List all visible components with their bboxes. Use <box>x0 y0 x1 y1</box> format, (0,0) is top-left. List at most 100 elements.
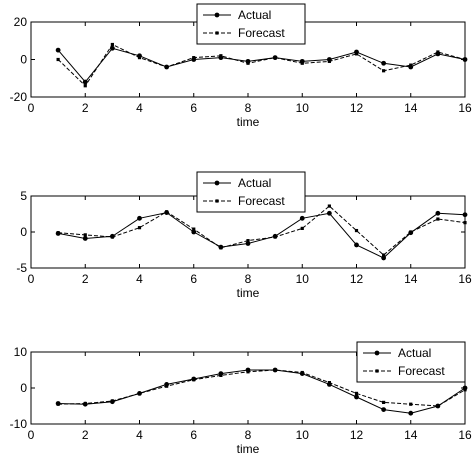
x-tick-label: 10 <box>296 101 310 115</box>
x-tick-label: 10 <box>296 272 310 286</box>
y-tick-label: 0 <box>20 53 27 67</box>
data-point-forecast <box>165 65 169 69</box>
data-point-forecast <box>56 231 60 235</box>
data-point-actual <box>435 210 441 216</box>
data-point-actual <box>299 215 305 221</box>
legend-marker-forecast <box>215 199 219 203</box>
data-point-forecast <box>110 235 114 239</box>
data-point-forecast <box>463 221 467 225</box>
x-tick-label: 10 <box>296 428 310 442</box>
data-point-forecast <box>165 210 169 214</box>
series-line-actual <box>57 47 466 83</box>
x-tick-label: 12 <box>350 272 364 286</box>
x-tick-label: 6 <box>190 101 197 115</box>
x-tick-label: 2 <box>82 272 89 286</box>
data-point-actual <box>381 407 387 412</box>
legend: Actual Forecast <box>196 171 306 213</box>
y-tick-label: -5 <box>16 261 27 275</box>
data-point-actual <box>381 255 387 261</box>
legend-label-forecast: Forecast <box>398 364 445 378</box>
data-point-forecast <box>83 233 87 237</box>
data-point-forecast <box>246 61 250 65</box>
y-tick-label: 5 <box>20 189 27 203</box>
x-tick-label: 8 <box>245 101 252 115</box>
x-tick-label: 16 <box>458 272 472 286</box>
data-point-forecast <box>165 384 169 388</box>
data-point-forecast <box>192 378 196 382</box>
y-tick-label: 10 <box>14 345 28 359</box>
series-line-actual <box>58 212 466 259</box>
data-point-forecast <box>219 246 223 250</box>
x-tick-label: 12 <box>350 428 364 442</box>
data-point-forecast <box>382 69 386 73</box>
x-tick-label: 14 <box>404 101 418 115</box>
legend-label-actual: Actual <box>238 176 271 190</box>
x-axis-label: time <box>237 442 260 456</box>
data-point-forecast <box>110 42 114 47</box>
x-tick-label: 16 <box>458 101 472 115</box>
data-point-forecast <box>219 373 223 377</box>
x-tick-label: 8 <box>245 428 252 442</box>
data-point-forecast <box>436 404 440 408</box>
data-point-forecast <box>273 235 277 239</box>
data-point-actual <box>82 79 88 85</box>
legend: Actual Forecast <box>196 3 306 45</box>
x-tick-label: 8 <box>245 272 252 286</box>
legend-marker-forecast <box>375 369 379 373</box>
data-point-actual <box>381 60 387 66</box>
data-point-forecast <box>354 391 359 395</box>
data-point-forecast <box>246 370 250 374</box>
legend-label-forecast: Forecast <box>238 194 285 208</box>
x-tick-label: 16 <box>458 428 472 442</box>
data-point-forecast <box>463 388 467 392</box>
data-point-forecast <box>300 370 304 375</box>
data-point-actual <box>137 215 142 221</box>
data-point-forecast <box>409 402 413 406</box>
legend-box <box>196 3 306 45</box>
data-point-forecast <box>300 226 304 230</box>
data-point-forecast <box>382 253 386 257</box>
data-point-forecast <box>354 228 359 233</box>
data-point-forecast <box>327 381 331 385</box>
data-point-actual <box>462 212 468 218</box>
data-point-forecast <box>246 239 250 243</box>
data-point-forecast <box>300 61 304 65</box>
legend-label-actual: Actual <box>398 346 431 360</box>
legend-marker-actual <box>214 180 220 186</box>
data-point-actual <box>354 242 359 248</box>
x-tick-label: 12 <box>350 101 364 115</box>
data-point-actual <box>326 210 332 216</box>
x-tick-label: 0 <box>28 101 35 115</box>
x-tick-label: 0 <box>28 272 35 286</box>
legend-box <box>196 171 306 213</box>
data-point-forecast <box>56 402 60 406</box>
data-point-forecast <box>273 56 277 60</box>
x-tick-label: 14 <box>404 428 418 442</box>
x-tick-label: 2 <box>82 101 89 115</box>
legend: Actual Forecast <box>356 341 466 383</box>
x-axis-label: time <box>237 115 260 129</box>
legend-marker-forecast <box>215 31 219 35</box>
data-point-forecast <box>273 368 277 372</box>
legend-label-forecast: Forecast <box>238 26 285 40</box>
x-tick-label: 2 <box>82 428 89 442</box>
data-point-actual <box>191 229 197 235</box>
data-point-actual <box>245 241 251 246</box>
data-point-forecast <box>436 217 440 221</box>
data-point-forecast <box>83 84 87 88</box>
data-point-actual <box>354 394 359 400</box>
data-point-actual <box>55 47 61 53</box>
data-point-forecast <box>137 391 142 395</box>
data-point-forecast <box>327 59 331 63</box>
data-point-forecast <box>137 56 142 60</box>
data-point-forecast <box>436 50 440 54</box>
data-point-forecast <box>219 54 223 58</box>
y-tick-label: 0 <box>20 225 27 239</box>
y-tick-label: -10 <box>10 417 28 431</box>
x-tick-label: 6 <box>190 428 197 442</box>
data-point-forecast <box>409 230 413 234</box>
